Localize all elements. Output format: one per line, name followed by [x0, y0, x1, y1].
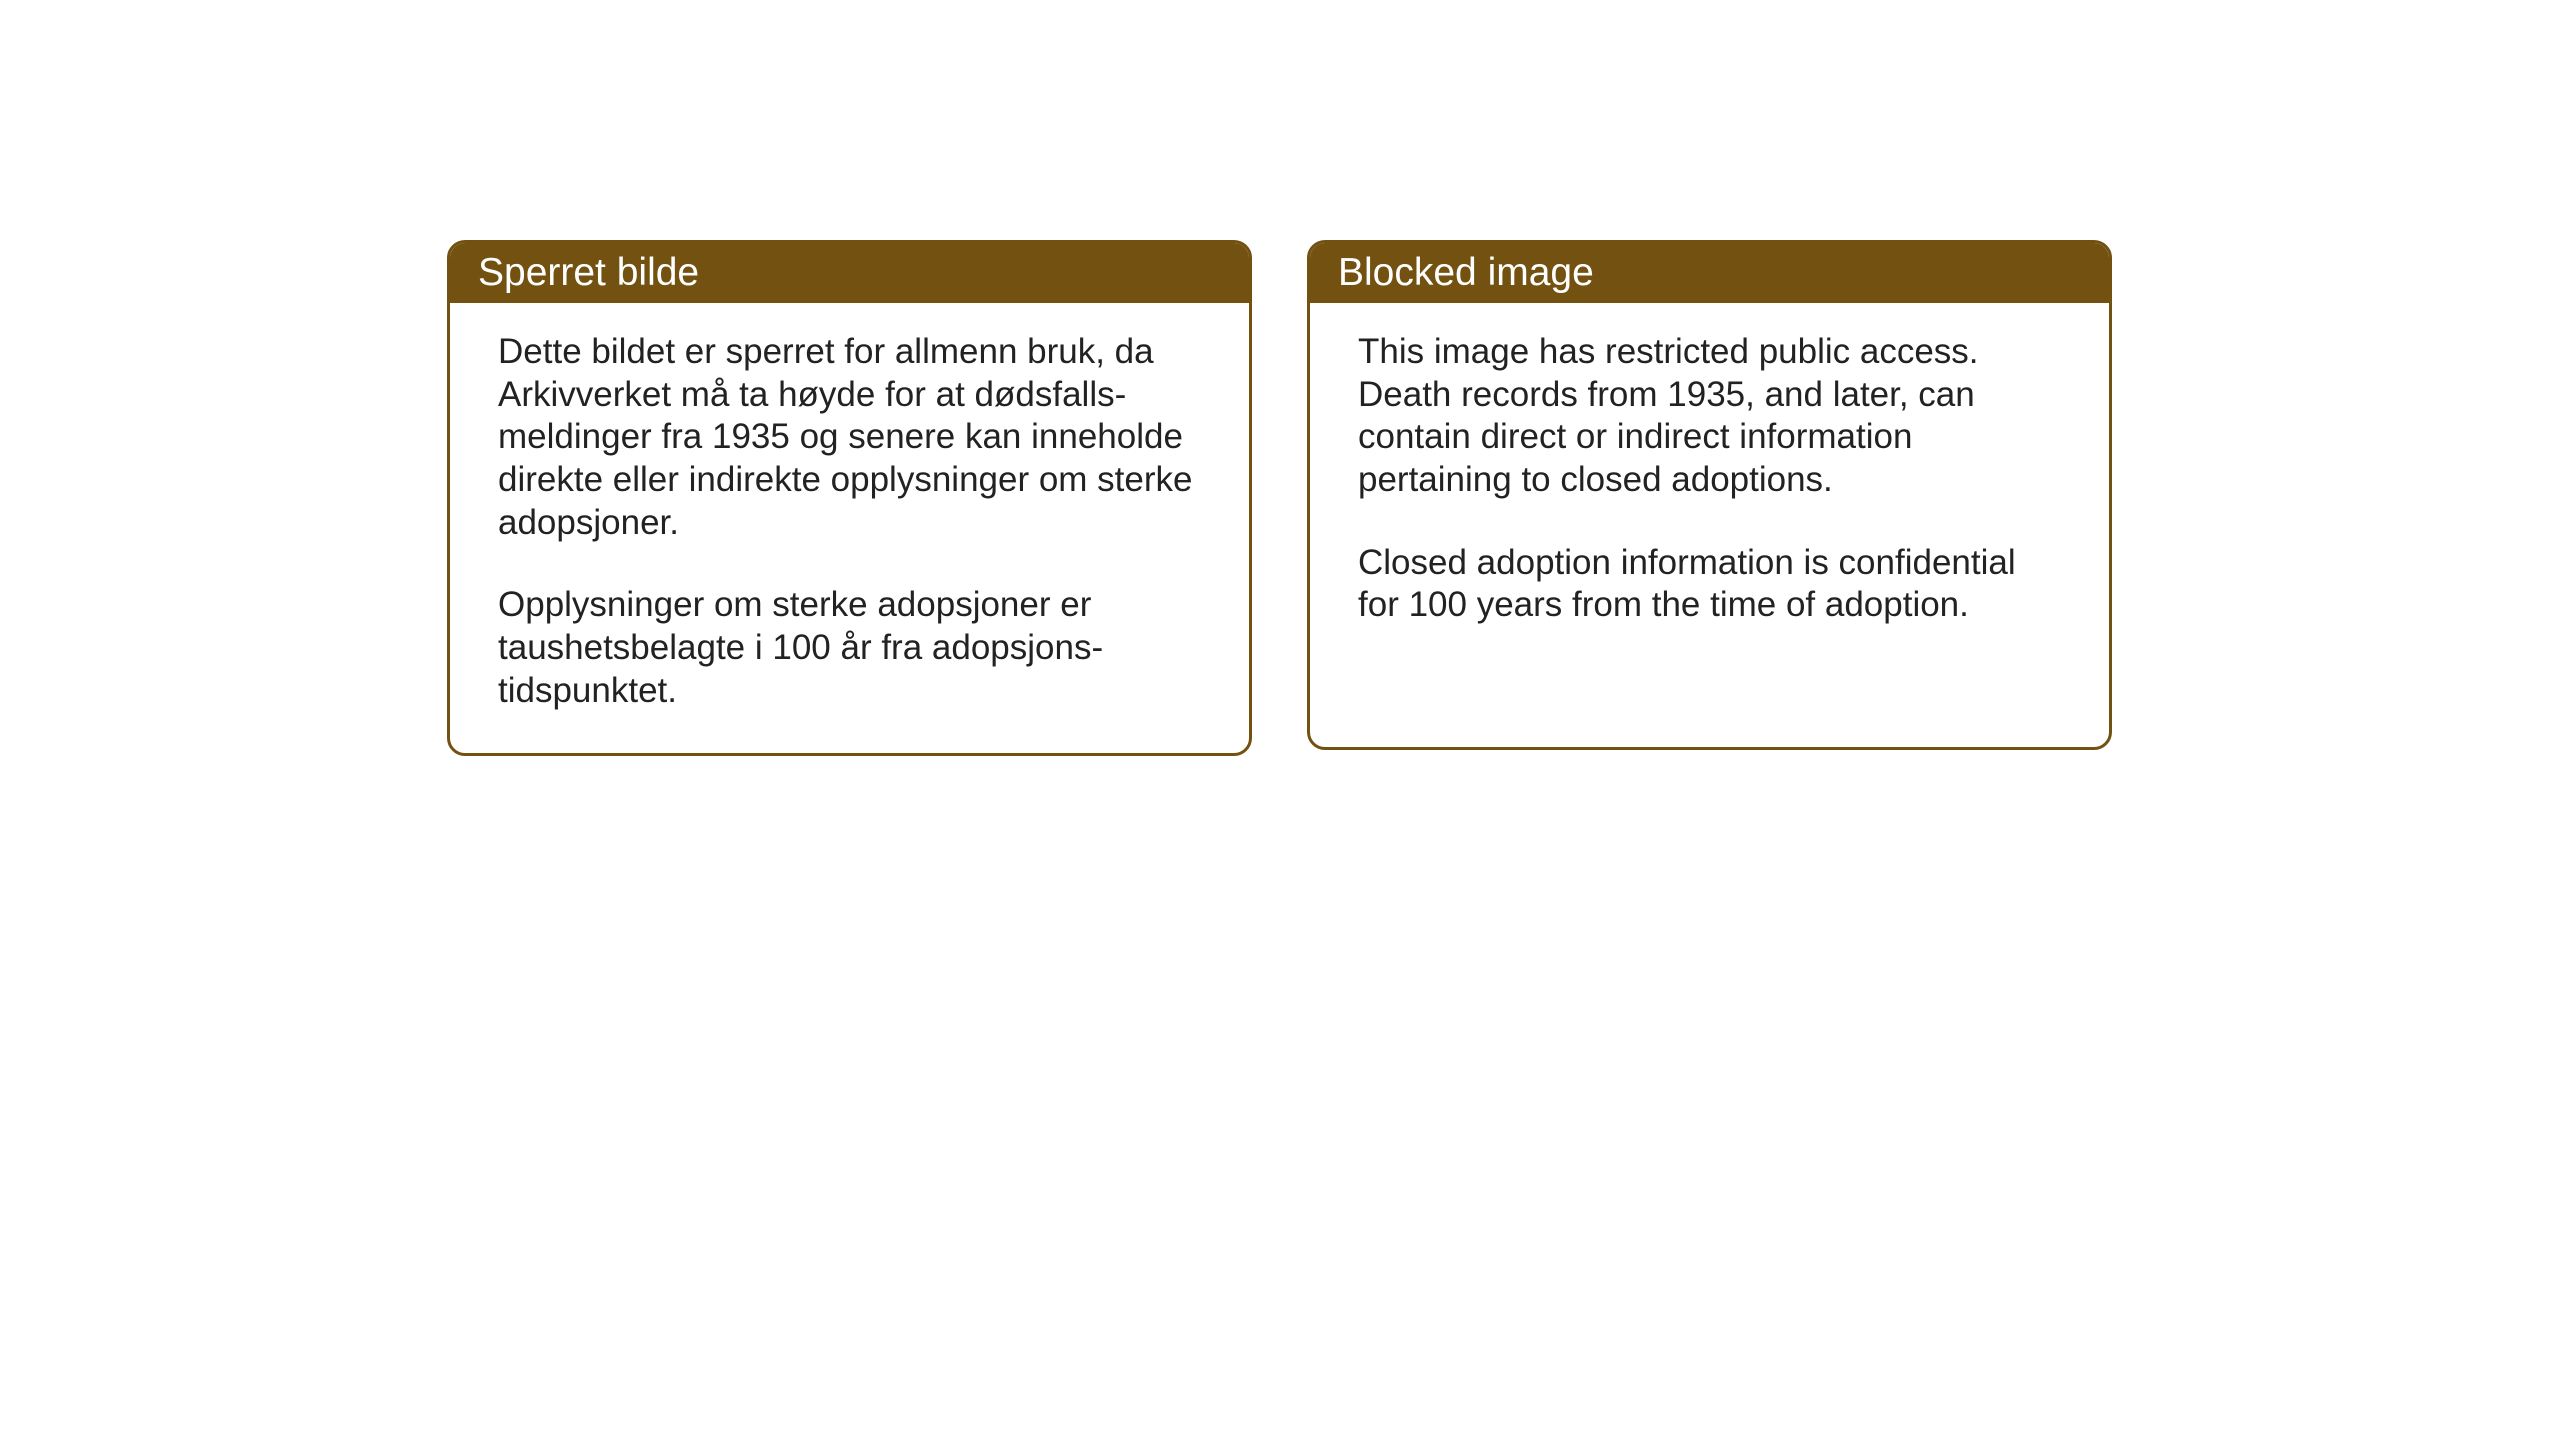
- card-paragraph-1-english: This image has restricted public access.…: [1358, 331, 2061, 502]
- card-paragraph-2-norwegian: Opplysninger om sterke adopsjoner er tau…: [498, 584, 1201, 712]
- card-body-norwegian: Dette bildet er sperret for allmenn bruk…: [450, 303, 1249, 753]
- card-title-norwegian: Sperret bilde: [478, 251, 699, 294]
- card-paragraph-2-english: Closed adoption information is confident…: [1358, 542, 2061, 627]
- card-header-norwegian: Sperret bilde: [450, 243, 1249, 303]
- card-paragraph-1-norwegian: Dette bildet er sperret for allmenn bruk…: [498, 331, 1201, 544]
- card-body-english: This image has restricted public access.…: [1310, 303, 2109, 667]
- notice-card-norwegian: Sperret bilde Dette bildet er sperret fo…: [447, 240, 1252, 756]
- notice-card-english: Blocked image This image has restricted …: [1307, 240, 2112, 750]
- card-header-english: Blocked image: [1310, 243, 2109, 303]
- card-title-english: Blocked image: [1338, 251, 1594, 294]
- notice-container: Sperret bilde Dette bildet er sperret fo…: [447, 240, 2112, 756]
